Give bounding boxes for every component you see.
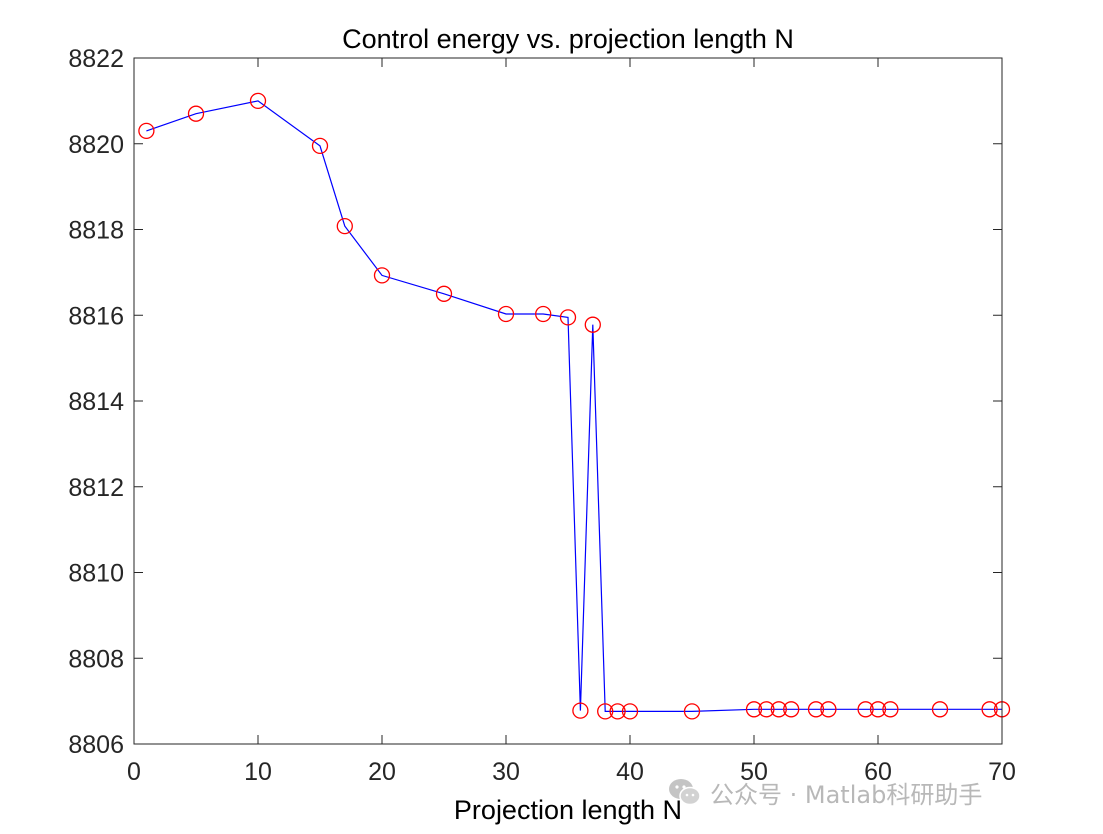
data-point xyxy=(745,701,763,718)
wechat-icon xyxy=(669,779,701,806)
data-point xyxy=(497,305,515,323)
x-axis-ticks: 0 10 20 30 40 50 60 70 xyxy=(127,58,1016,786)
data-point xyxy=(249,92,267,110)
series-layer xyxy=(138,92,1011,720)
x-tick-label: 20 xyxy=(368,758,396,786)
data-point xyxy=(336,217,353,235)
data-point xyxy=(820,701,837,718)
data-point xyxy=(931,701,949,718)
data-point xyxy=(770,701,787,718)
axes-box xyxy=(133,57,1003,745)
data-point xyxy=(597,703,614,720)
y-tick-label: 8808 xyxy=(68,645,124,673)
data-point xyxy=(138,122,155,140)
data-point xyxy=(783,701,800,718)
data-point xyxy=(187,105,205,122)
y-tick-label: 8810 xyxy=(68,560,124,588)
x-tick-label: 60 xyxy=(864,758,892,786)
data-point xyxy=(758,701,775,718)
y-tick-label: 8822 xyxy=(68,45,124,73)
data-point xyxy=(683,703,701,720)
data-point xyxy=(621,703,639,720)
data-point xyxy=(869,701,887,718)
data-point xyxy=(882,701,899,718)
y-tick-label: 8806 xyxy=(68,731,124,759)
x-tick-label: 70 xyxy=(988,758,1016,786)
data-point xyxy=(535,305,552,323)
series-line xyxy=(146,100,1002,713)
y-tick-label: 8820 xyxy=(68,131,124,159)
data-point xyxy=(981,701,998,718)
watermark-text: 公众号 · Matlab科研助手 xyxy=(710,780,983,809)
x-axis-label: Projection length N xyxy=(454,795,682,825)
data-point xyxy=(373,267,391,284)
x-tick-label: 10 xyxy=(244,758,272,786)
data-point xyxy=(807,701,825,718)
data-point xyxy=(559,309,577,326)
data-point xyxy=(311,137,329,155)
data-point xyxy=(435,285,453,302)
plot-area xyxy=(134,58,1002,744)
x-tick-label: 0 xyxy=(127,758,141,786)
data-point xyxy=(584,316,601,333)
y-tick-label: 8818 xyxy=(68,217,124,245)
chart-title: Control energy vs. projection length N xyxy=(342,24,794,54)
y-tick-label: 8812 xyxy=(68,474,124,502)
x-tick-label: 50 xyxy=(740,758,768,786)
watermark: 公众号 · Matlab科研助手 xyxy=(668,772,982,812)
x-tick-label: 30 xyxy=(492,758,520,786)
y-axis-ticks: 8806 8808 8810 8812 8814 8816 8818 8820 8822 xyxy=(68,45,1002,759)
data-point xyxy=(572,702,589,719)
data-point xyxy=(609,703,626,720)
x-tick-label: 40 xyxy=(616,758,644,786)
y-tick-label: 8814 xyxy=(68,388,124,416)
y-tick-label: 8816 xyxy=(68,302,124,330)
data-point xyxy=(857,701,874,718)
